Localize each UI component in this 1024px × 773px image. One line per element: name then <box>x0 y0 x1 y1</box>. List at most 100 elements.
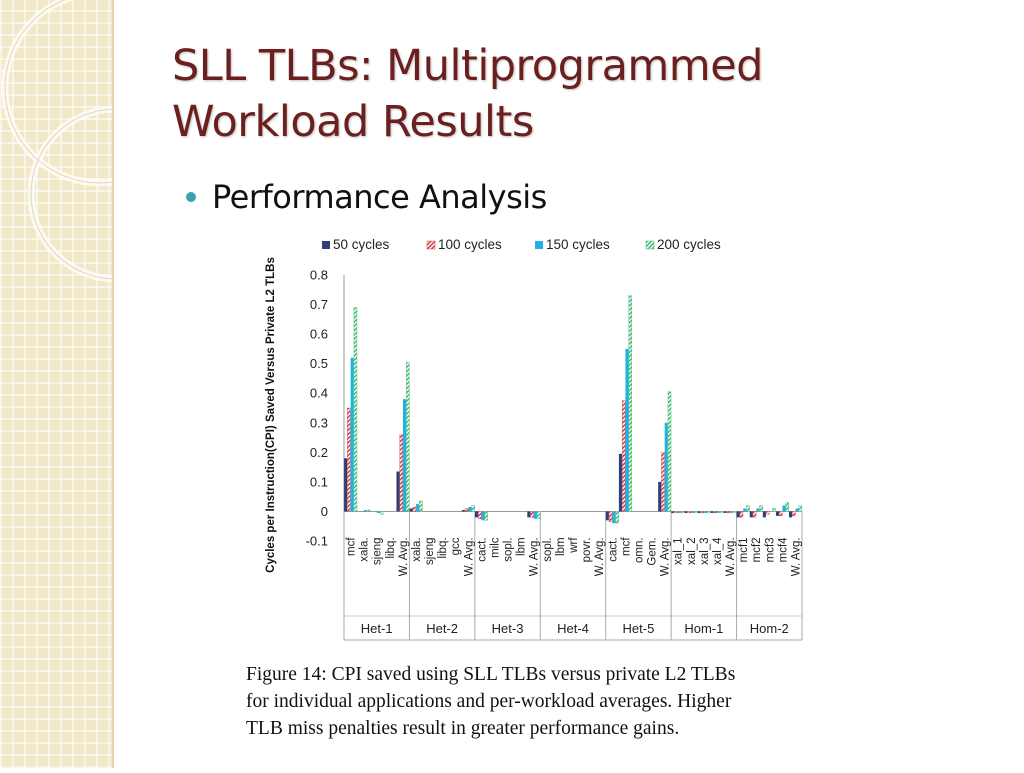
x-category-label: sopl. <box>503 537 515 561</box>
bullet-text: Performance Analysis <box>212 178 547 216</box>
bar <box>658 481 662 512</box>
bar <box>671 511 675 513</box>
sidebar-decoration <box>0 0 205 768</box>
y-tick-label: 0 <box>321 504 328 519</box>
bar <box>733 511 737 514</box>
bar <box>707 511 711 514</box>
x-axis-category-labels: mcf xala. sjeng libq. W. Avg. xala. sjeng libq.… <box>346 537 803 577</box>
bar <box>677 511 681 513</box>
bar <box>399 434 403 512</box>
bar <box>533 511 537 519</box>
y-tick-label: 0.6 <box>310 327 328 342</box>
bar <box>464 508 469 512</box>
bar <box>795 508 799 512</box>
bar <box>752 511 757 518</box>
x-category-label: xal_2 <box>686 537 698 565</box>
bar <box>527 511 531 518</box>
x-group-label: Het-3 <box>492 621 524 636</box>
bar <box>798 505 803 512</box>
bar <box>703 511 708 513</box>
bar <box>353 307 358 512</box>
bar <box>765 511 770 515</box>
bar <box>406 361 410 512</box>
x-group-label: Het-1 <box>361 621 393 636</box>
bar <box>661 452 665 512</box>
bar <box>720 511 724 514</box>
x-group-label: Hom-2 <box>750 621 789 636</box>
bar <box>687 511 691 514</box>
y-tick-label: 0.8 <box>310 268 328 283</box>
x-category-label: omn. <box>633 537 645 563</box>
bar <box>625 348 629 512</box>
y-axis-ticks: 0.8 0.7 0.6 0.5 0.4 0.3 0.2 0.1 0 -0.1 <box>306 268 328 549</box>
bar <box>690 511 694 513</box>
bar <box>366 509 371 512</box>
x-category-label: sjeng <box>372 537 384 565</box>
bar <box>674 511 678 514</box>
bar <box>782 505 786 512</box>
x-group-label: Het-2 <box>426 621 458 636</box>
x-category-label: xala. <box>359 537 371 561</box>
bar <box>775 511 779 516</box>
x-category-label: W. Avg. <box>594 537 606 576</box>
bar <box>789 511 793 518</box>
legend-label: 100 cycles <box>438 237 502 252</box>
bar <box>723 511 727 513</box>
slide-title-line-2: Workload Results <box>172 97 534 147</box>
bar <box>461 509 465 512</box>
legend-label: 50 cycles <box>333 237 390 252</box>
bar <box>726 511 731 514</box>
bar <box>785 502 790 512</box>
bar <box>416 504 420 512</box>
x-category-label: W. Avg. <box>725 537 737 576</box>
x-category-label: cact. <box>607 537 619 561</box>
bar <box>347 407 351 512</box>
x-category-label: W. Avg. <box>529 537 541 576</box>
chart-legend: 50 cycles 100 cycles 150 cycles 200 cycles <box>322 237 721 252</box>
x-category-label: cact. <box>476 537 488 561</box>
bar <box>344 458 348 512</box>
bar <box>749 511 753 518</box>
sidebar-circles <box>1 0 205 283</box>
x-category-label: libq. <box>385 537 397 558</box>
bar <box>419 500 423 512</box>
bar <box>608 511 613 522</box>
bar <box>756 508 760 512</box>
x-category-label: sjeng <box>424 537 436 565</box>
x-category-label: sopl. <box>542 537 554 561</box>
bar <box>376 511 380 513</box>
caption-line-1: Figure 14: CPI saved using SLL TLBs vers… <box>246 664 736 685</box>
bar <box>684 511 688 513</box>
x-category-label: libq. <box>437 537 449 558</box>
x-category-label: xal_3 <box>699 537 711 565</box>
bar <box>605 511 609 521</box>
bar <box>621 400 626 512</box>
chart-frame <box>343 275 803 641</box>
caption-line-2: for individual applications and per-work… <box>246 691 732 712</box>
bar <box>536 511 541 520</box>
legend-swatch <box>535 241 543 249</box>
bar <box>379 511 384 515</box>
bar <box>730 511 734 513</box>
bullet-dot-icon <box>186 192 196 202</box>
x-category-label: wrf <box>568 537 580 554</box>
slide-title: SLL TLBs: Multiprogrammed Workload Resul… <box>172 38 972 150</box>
x-category-label: Gem. <box>647 537 659 565</box>
bar <box>350 357 354 512</box>
x-category-label: W. Avg. <box>790 537 802 576</box>
y-tick-label: 0.7 <box>310 297 328 312</box>
bar <box>481 511 485 521</box>
x-category-label: W. Avg. <box>398 537 410 576</box>
x-category-label: mcf <box>620 537 632 556</box>
x-category-label: mcf3 <box>764 537 776 562</box>
bar <box>412 506 417 512</box>
y-tick-label: 0.4 <box>310 386 328 401</box>
bar <box>667 391 672 512</box>
bar <box>746 505 750 512</box>
y-tick-label: -0.1 <box>306 534 328 549</box>
chart-bars <box>344 295 803 524</box>
bar <box>484 511 489 521</box>
y-tick-label: 0.1 <box>310 474 328 489</box>
bar <box>772 508 776 512</box>
caption-line-3: TLB miss penalties result in greater per… <box>246 718 680 739</box>
